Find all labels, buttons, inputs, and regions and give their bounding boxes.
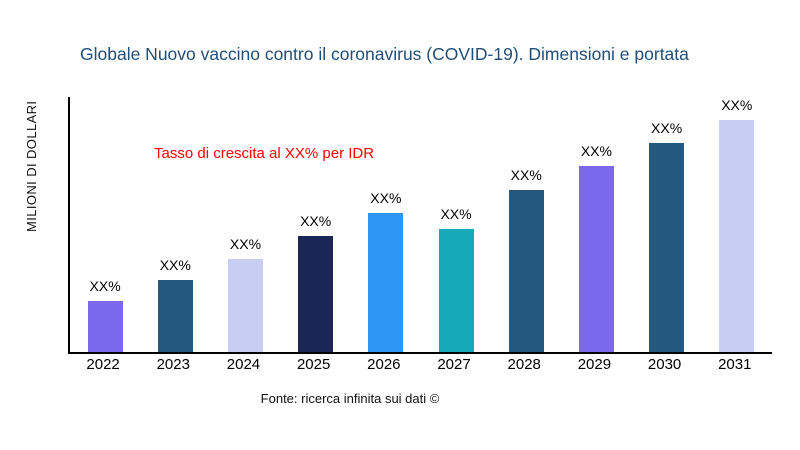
bar-value-label: XX% — [440, 206, 472, 222]
bar — [719, 120, 755, 352]
bar-group: XX% — [147, 257, 203, 352]
x-tick-label: 2024 — [226, 356, 261, 373]
bar — [87, 301, 123, 352]
bar-value-label: XX% — [370, 190, 402, 206]
chart-title: Globale Nuovo vaccino contro il coronavi… — [80, 44, 689, 64]
bars: XX% XX% XX% XX% XX% XX% XX% XX% XX% XX% — [70, 97, 772, 352]
bar-value-label: XX% — [89, 278, 121, 294]
bar-group: XX% — [217, 236, 273, 352]
bar — [157, 280, 193, 352]
bar-group: XX% — [358, 190, 414, 352]
x-tick-label: 2025 — [296, 356, 331, 373]
y-axis-label: MILIONI DI DOLLARI — [24, 100, 39, 232]
bar — [649, 143, 685, 352]
bar-group: XX% — [639, 120, 695, 352]
bar — [227, 259, 263, 352]
bar — [438, 229, 474, 352]
x-tick-label: 2027 — [437, 356, 471, 373]
x-tick-label: 2029 — [577, 356, 612, 373]
source-note: Fonte: ricerca infinita sui dati © — [260, 391, 440, 406]
bar-group: XX% — [288, 213, 344, 352]
bar — [508, 190, 544, 352]
bar-group: XX% — [709, 97, 765, 352]
x-tick-label: 2023 — [156, 356, 190, 373]
bar-value-label: XX% — [651, 120, 683, 136]
bar-value-label: XX% — [159, 257, 191, 273]
bar — [368, 213, 404, 352]
bar-group: XX% — [498, 167, 554, 352]
bar-value-label: XX% — [721, 97, 753, 113]
bar-value-label: XX% — [510, 167, 542, 183]
bar — [578, 166, 614, 352]
plot-area: Tasso di crescita al XX% per IDR XX% XX% X… — [68, 97, 772, 354]
growth-annotation: Tasso di crescita al XX% per IDR — [154, 145, 375, 162]
bar-group: XX% — [77, 278, 133, 352]
bar-group: XX% — [568, 143, 624, 352]
x-tick-label: 2031 — [718, 356, 752, 373]
bar-group: XX% — [428, 206, 484, 352]
x-tick-label: 2028 — [507, 356, 541, 373]
x-tick-label: 2022 — [86, 356, 120, 373]
x-tick-label: 2026 — [367, 356, 401, 373]
x-axis-labels: 2022 2023 2024 2025 2026 2027 2028 2029 2030 2031 — [68, 356, 770, 373]
bar-value-label: XX% — [229, 236, 262, 252]
bar-value-label: XX% — [580, 143, 612, 159]
bar-value-label: XX% — [300, 213, 332, 229]
x-tick-label: 2030 — [647, 356, 682, 373]
bar — [298, 236, 334, 352]
